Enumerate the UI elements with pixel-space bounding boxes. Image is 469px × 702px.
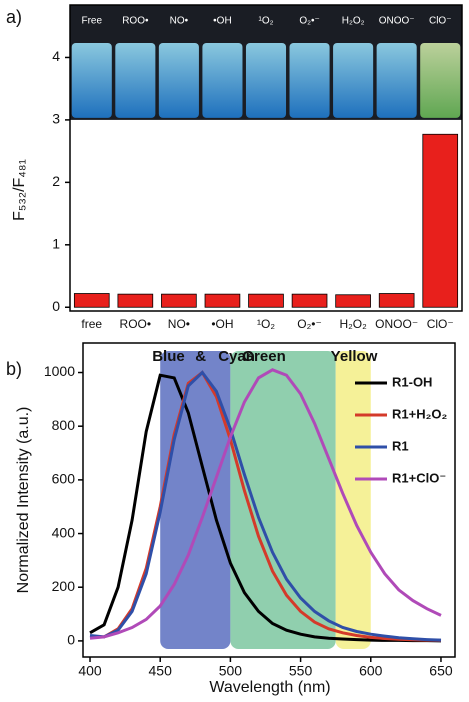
y-tick-label: 600 [52, 471, 76, 487]
y-tick-label: 1 [52, 236, 60, 252]
band-label: Cyan [218, 348, 255, 365]
bar [378, 293, 415, 308]
line [89, 373, 442, 643]
x-axis-label: Wavelength (nm) [209, 679, 330, 696]
color-band [335, 351, 371, 649]
legend-label: R1+ClO⁻ [392, 470, 446, 485]
band-label: & [195, 348, 206, 365]
bar [204, 293, 241, 308]
inset-label: O₂•⁻ [299, 16, 319, 27]
inset-label: NO• [170, 16, 189, 27]
bar [161, 293, 197, 308]
vial [202, 43, 243, 118]
x-tick-label: ClO⁻ [427, 317, 454, 331]
line [89, 370, 442, 642]
inset-label: ClO⁻ [429, 16, 452, 27]
x-tick-label: ¹O₂ [257, 317, 275, 331]
panel-label: a) [6, 7, 22, 27]
plot-frame [82, 342, 456, 658]
y-axis-label: F₅₃₂/F₄₈₁ [11, 159, 28, 221]
inset-label: ONOO⁻ [379, 16, 415, 27]
x-tick-label: •OH [211, 317, 233, 331]
bar [291, 293, 328, 308]
vial [245, 43, 287, 118]
vial [158, 43, 199, 118]
plot-frame [69, 4, 463, 312]
y-tick-label: 2 [52, 173, 60, 189]
band-label: Yellow [331, 348, 378, 365]
y-tick-label: 1000 [44, 363, 75, 379]
inset-label: H₂O₂ [342, 16, 365, 27]
inset-label: Free [81, 16, 102, 27]
x-tick-label: 450 [149, 663, 173, 679]
band-label: Green [242, 348, 285, 365]
color-band [230, 351, 336, 649]
x-tick-label: NO• [168, 317, 190, 331]
color-band [160, 351, 231, 649]
y-tick-label: 200 [52, 578, 76, 594]
vial [115, 43, 156, 118]
bar [422, 133, 459, 308]
x-tick-label: H₂O₂ [339, 317, 367, 331]
y-tick-label: 800 [52, 417, 76, 433]
x-tick-label: free [81, 317, 102, 331]
vial [71, 43, 112, 118]
inset-label: •OH [213, 16, 232, 27]
legend-label: R1-OH [392, 374, 432, 389]
y-tick-label: 4 [52, 48, 60, 64]
vial [420, 43, 461, 118]
x-tick-label: O₂•⁻ [297, 317, 322, 331]
x-tick-label: ROO• [120, 317, 152, 331]
y-tick-label: 0 [52, 298, 60, 314]
panel-label: b) [6, 359, 22, 379]
line [89, 368, 442, 640]
legend-label: R1+H₂O₂ [392, 406, 447, 421]
y-tick-label: 0 [67, 632, 75, 648]
x-tick-label: 550 [289, 663, 313, 679]
bar [335, 294, 371, 308]
y-tick-label: 3 [52, 111, 60, 127]
vial [289, 43, 330, 118]
x-tick-label: ONOO⁻ [375, 317, 418, 331]
y-axis-label: Normalized Intensity (a.u.) [15, 407, 32, 594]
x-tick-label: 600 [359, 663, 383, 679]
x-tick-label: 400 [78, 663, 102, 679]
inset-label: ¹O₂ [259, 16, 274, 27]
bar [248, 293, 284, 308]
vial [376, 43, 417, 118]
y-tick-label: 400 [52, 524, 76, 540]
inset-label: ROO• [122, 16, 149, 27]
vial [333, 43, 374, 118]
x-tick-label: 650 [429, 663, 453, 679]
legend-label: R1 [392, 438, 409, 453]
bar [117, 293, 154, 308]
bar [73, 293, 110, 308]
band-label: Blue [152, 348, 185, 365]
x-tick-label: 500 [219, 663, 243, 679]
